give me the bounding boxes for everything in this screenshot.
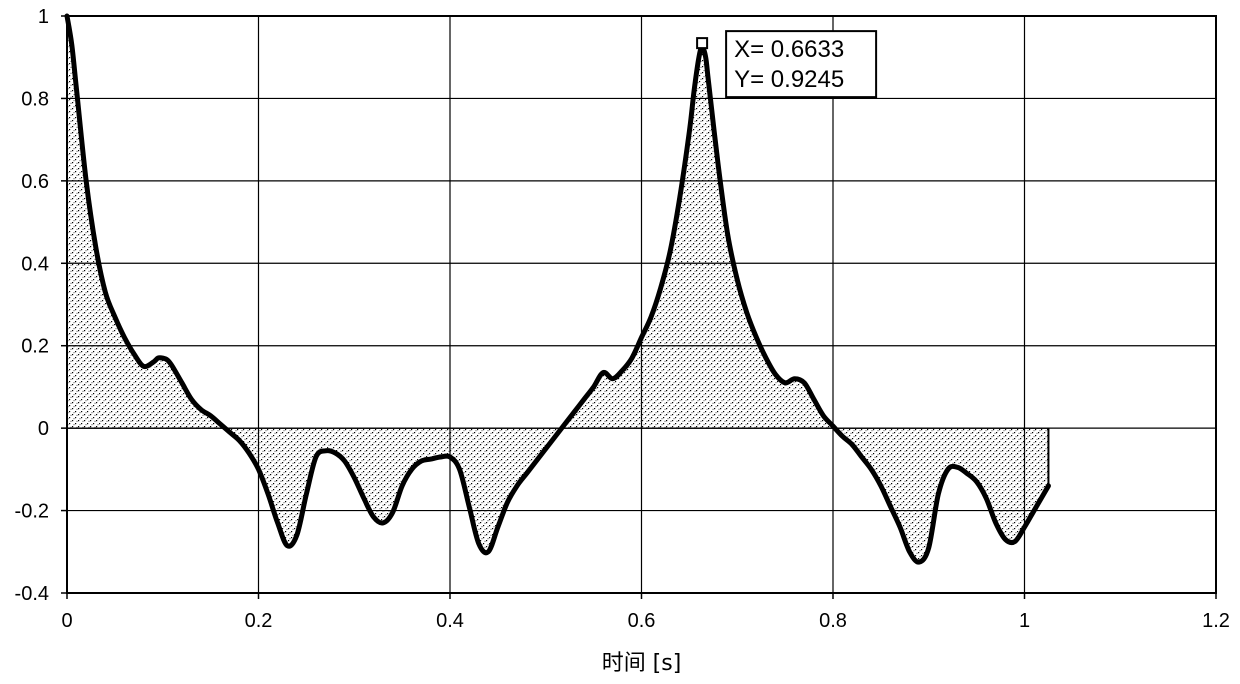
grid	[67, 16, 1216, 593]
cursor-marker[interactable]	[697, 38, 707, 48]
y-tick-label: 0.4	[21, 253, 49, 275]
cursor-x-readout: X= 0.6633	[734, 36, 844, 63]
x-tick-label: 0.8	[819, 610, 847, 632]
x-tick-label: 0.6	[628, 610, 656, 632]
y-tick-label: 0.2	[21, 336, 49, 358]
x-tick-label: 0.2	[245, 610, 273, 632]
x-tick-label: 1	[1019, 610, 1030, 632]
data-cursor[interactable]: X= 0.6633 Y= 0.9245	[697, 31, 876, 97]
y-tick-label: -0.4	[15, 583, 49, 605]
x-axis-label: 时间 [s]	[602, 651, 682, 676]
x-tick-label: 1.2	[1202, 610, 1230, 632]
y-axis-ticks: 1 0.8 0.6 0.4 0.2 0 -0.2 -0.4	[15, 6, 67, 605]
x-tick-label: 0	[61, 610, 72, 632]
y-tick-label: 0	[38, 418, 49, 440]
y-tick-label: -0.2	[15, 501, 49, 523]
x-tick-label: 0.4	[436, 610, 464, 632]
cursor-y-readout: Y= 0.9245	[734, 66, 844, 93]
y-tick-label: 1	[38, 6, 49, 28]
x-axis-ticks: 0 0.2 0.4 0.6 0.8 1 1.2	[61, 593, 1229, 632]
y-tick-label: 0.8	[21, 88, 49, 110]
y-tick-label: 0.6	[21, 171, 49, 193]
